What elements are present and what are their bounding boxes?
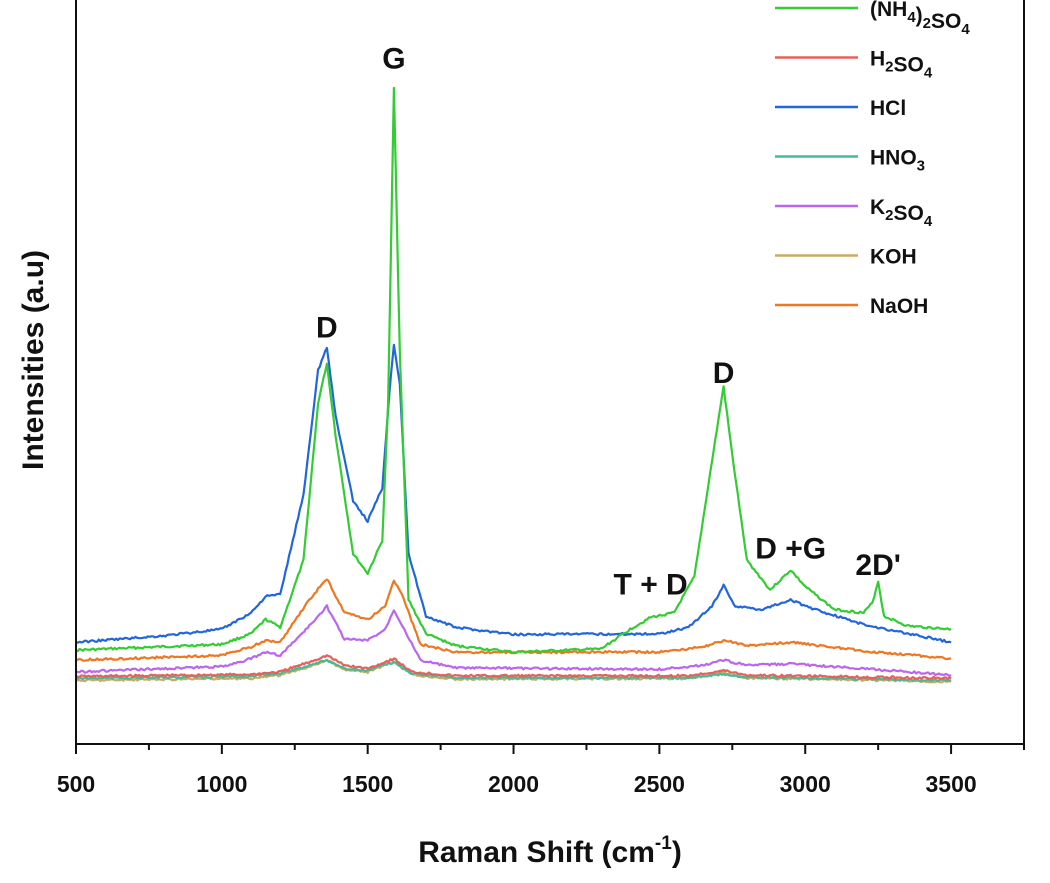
x-tick-label: 1000 [196,771,247,797]
legend-label: NaOH [870,295,928,318]
series-line-hcl-2 [76,343,952,644]
legend-entry: NaOH [775,295,928,318]
series-line-nh-0 [76,86,952,654]
legend-label: H2SO4 [870,48,933,82]
series-line-naoh-6 [76,578,952,662]
peak-label: D [316,311,338,344]
x-axis-label: Raman Shift (cm-1) [418,833,682,869]
series-line-h-1 [76,654,952,681]
x-tick-label: 2500 [634,771,685,797]
legend-entry: HNO3 [775,147,925,175]
x-tick-label: 1500 [342,771,393,797]
x-tick-label: 500 [57,771,95,797]
peak-label: 2D' [855,549,900,582]
legend-label: HNO3 [870,147,925,175]
peak-label: D +G [755,532,826,565]
peak-label: T + D [614,568,688,601]
peak-label: G [382,42,405,75]
x-tick-label: 2000 [488,771,539,797]
legend-entry: (NH4)2SO4 [775,0,970,38]
series-layer [76,86,952,684]
peak-annotations: G D D T + D D +G 2D' [316,42,901,601]
legend-label: KOH [870,246,917,269]
legend-entry: H2SO4 [775,48,933,82]
legend-label: (NH4)2SO4 [870,0,970,38]
x-ticks: 500 1000 1500 2000 2500 3000 3500 [57,744,1025,797]
x-tick-label: 3000 [780,771,831,797]
legend-label: K2SO4 [870,196,933,230]
y-axis-label: Intensities (a.u) [17,250,50,470]
legend: (NH4)2SO4 H2SO4 HCl HNO3 K2SO4 KOH NaOH [775,0,970,318]
legend-entry: HCl [775,97,906,120]
x-tick-label: 3500 [925,771,976,797]
series-line-k-4 [76,604,952,677]
legend-entry: K2SO4 [775,196,933,230]
series-line-hno-3 [76,658,952,682]
legend-label: HCl [870,97,906,120]
legend-entry: KOH [775,246,917,269]
peak-label: D [713,357,735,390]
